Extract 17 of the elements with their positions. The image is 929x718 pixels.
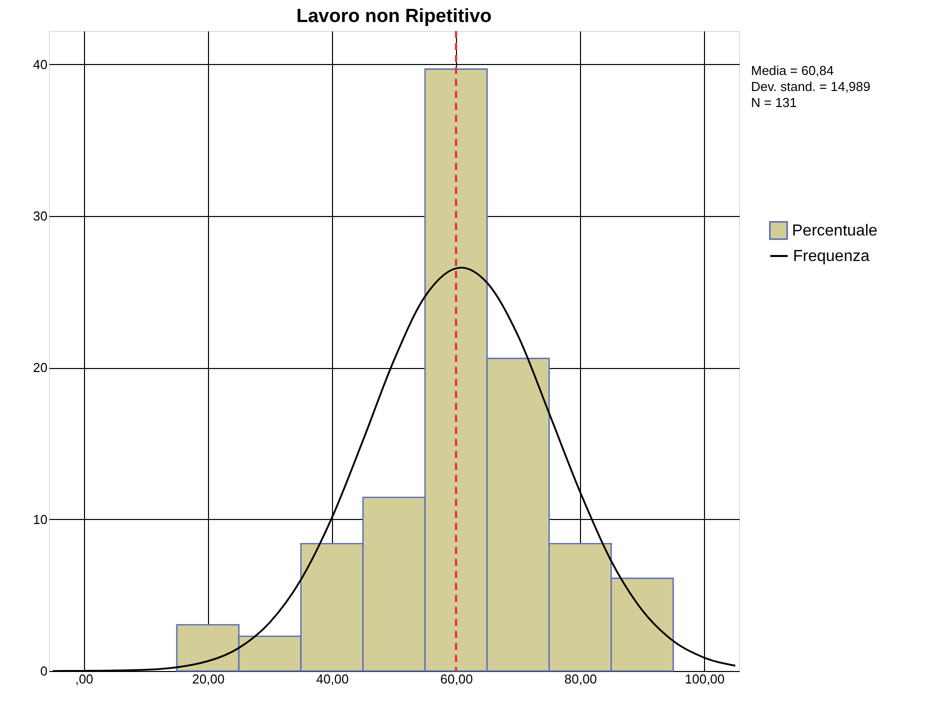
x-tick-label: 20,00 xyxy=(192,672,225,686)
x-tick-label: 80,00 xyxy=(564,672,597,686)
y-tick-label: 10 xyxy=(33,512,48,527)
chart-title: Lavoro non Ripetitivo xyxy=(296,6,492,27)
y-tick-label: 40 xyxy=(33,56,48,72)
legend-label: Percentuale xyxy=(792,222,878,240)
text: Media = 60,84 xyxy=(751,63,834,78)
y-tick-label: 0 xyxy=(40,664,48,678)
text: Dev. stand. = 14,989 xyxy=(751,79,870,94)
x-tick-label: ,00 xyxy=(75,672,94,686)
x-tick-label: 60,00 xyxy=(440,672,473,686)
y-tick-label: 20 xyxy=(33,360,48,376)
x-tick-label: 100,00 xyxy=(684,672,725,686)
legend-label: Frequenza xyxy=(793,248,870,265)
x-tick-label: 40,00 xyxy=(316,672,349,686)
y-tick-label: 30 xyxy=(33,208,48,224)
text: N = 131 xyxy=(751,95,797,110)
